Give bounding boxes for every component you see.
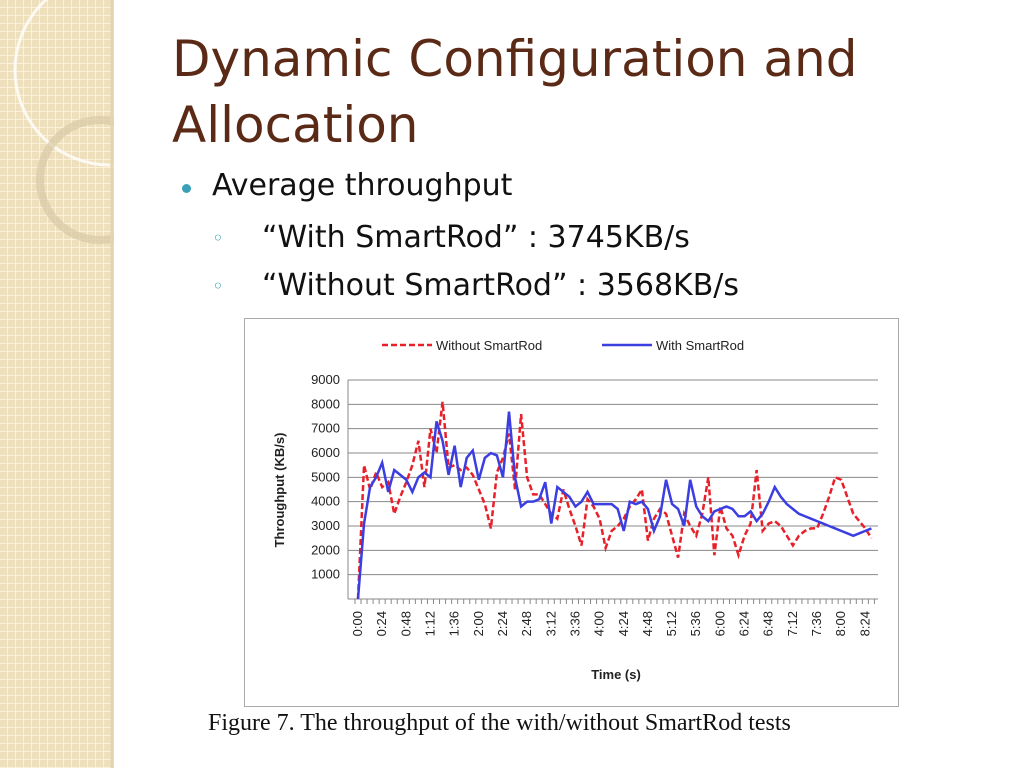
x-tick-label: 3:12	[543, 611, 558, 636]
y-tick-label: 3000	[311, 518, 340, 533]
x-tick-label: 4:00	[592, 611, 607, 636]
x-tick-label: 1:36	[447, 611, 462, 636]
x-tick-label: 4:48	[640, 611, 655, 636]
x-tick-label: 0:48	[398, 611, 413, 636]
y-tick-label: 5000	[311, 469, 340, 484]
x-tick-label: 1:12	[422, 611, 437, 636]
x-tick-label: 5:36	[688, 611, 703, 636]
y-tick-label: 6000	[311, 445, 340, 460]
x-tick-label: 0:00	[350, 611, 365, 636]
y-tick-label: 7000	[311, 421, 340, 436]
x-tick-label: 8:00	[833, 611, 848, 636]
side-decoration	[0, 0, 114, 768]
legend-label: Without SmartRod	[436, 338, 542, 353]
y-axis-label: Throughput (KB/s)	[272, 433, 287, 548]
bullet-text: “Without SmartRod” : 3568KB/s	[262, 268, 740, 303]
y-tick-label: 2000	[311, 542, 340, 557]
sub-bullet: “With SmartRod” : 3745KB/s	[212, 220, 690, 256]
x-axis-label: Time (s)	[591, 667, 641, 682]
y-tick-label: 9000	[311, 372, 340, 387]
x-tick-label: 4:24	[616, 611, 631, 636]
bullet: Average throughput	[182, 168, 512, 203]
y-tick-label: 1000	[311, 567, 340, 582]
figure-caption: Figure 7. The throughput of the with/wit…	[208, 710, 791, 736]
chart: 1000 2000 3000 4000 5000 6000 7000 8000 9000 0:00…	[244, 318, 899, 707]
bullet-text: Average throughput	[212, 168, 513, 203]
x-tick-label: 7:12	[785, 611, 800, 636]
series-line	[356, 411, 872, 600]
y-tick-label: 4000	[311, 494, 340, 509]
x-tick-label: 2:24	[495, 611, 510, 636]
x-tick-label: 6:48	[761, 611, 776, 636]
x-tick-label: 8:24	[857, 611, 872, 636]
slide-title: Dynamic Configuration and Allocation	[172, 30, 858, 154]
x-tick-label: 2:48	[519, 611, 534, 636]
bullet-text: “With SmartRod” : 3745KB/s	[262, 220, 690, 255]
x-tick-label: 2:00	[471, 611, 486, 636]
x-tick-label: 6:00	[712, 611, 727, 636]
x-tick-label: 3:36	[567, 611, 582, 636]
legend-label: With SmartRod	[656, 338, 744, 353]
sub-bullet: “Without SmartRod” : 3568KB/s	[212, 268, 740, 304]
x-tick-label: 6:24	[737, 611, 752, 636]
y-tick-label: 8000	[311, 396, 340, 411]
series-line	[356, 401, 873, 600]
x-tick-label: 0:24	[374, 611, 389, 636]
x-tick-label: 7:36	[809, 611, 824, 636]
x-tick-label: 5:12	[664, 611, 679, 636]
